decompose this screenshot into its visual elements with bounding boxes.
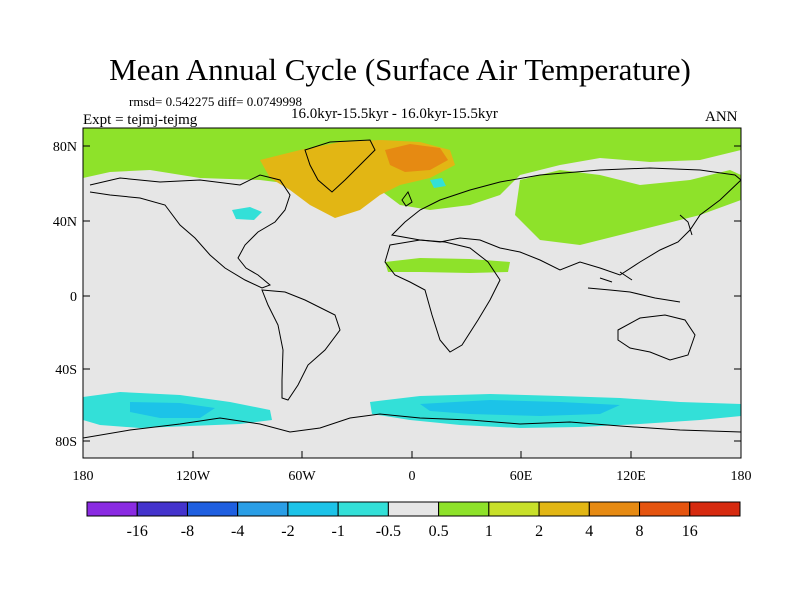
field-hotspot-warming xyxy=(385,144,448,172)
colorbar-label: 8 xyxy=(636,523,644,540)
rmsd-diff-stats: rmsd= 0.542275 diff= 0.0749998 xyxy=(129,94,302,109)
coastlines xyxy=(83,139,741,439)
lon-label: 180 xyxy=(731,469,752,484)
lat-label: 80N xyxy=(53,140,77,155)
page-title: Mean Annual Cycle (Surface Air Temperatu… xyxy=(109,52,691,87)
colorbar-box xyxy=(438,501,490,517)
lat-label: 0 xyxy=(70,290,77,305)
coast-europe-asia xyxy=(390,167,741,276)
colorbar-label: 4 xyxy=(585,523,593,540)
lon-label: 60W xyxy=(288,469,316,484)
lon-label: 180 xyxy=(73,469,94,484)
coast-south-america xyxy=(261,289,341,401)
colorbar-box xyxy=(538,501,590,517)
lon-label: 0 xyxy=(409,469,416,484)
axis-ticks xyxy=(82,145,742,458)
colorbar-label: 16 xyxy=(682,523,698,540)
anomaly-fields xyxy=(83,128,741,428)
colorbar-box xyxy=(639,501,691,517)
season-label: ANN xyxy=(705,109,738,125)
colorbar-label: -16 xyxy=(127,523,148,540)
colorbar-labels: -16 -8 -4 -2 -1 -0.5 0.5 1 2 4 8 16 xyxy=(127,523,698,540)
coast-antarctica xyxy=(83,413,741,439)
colorbar-box xyxy=(689,501,741,517)
coast-africa xyxy=(384,239,501,353)
colorbar-box xyxy=(287,501,339,517)
colorbar-box xyxy=(588,501,641,517)
lat-label: 40S xyxy=(55,363,77,378)
colorbar-label: -0.5 xyxy=(376,523,401,540)
coast-australia xyxy=(617,314,696,361)
field-sahel-warming xyxy=(385,258,510,273)
field-siberia-cooling xyxy=(430,178,446,188)
coast-uk xyxy=(401,190,413,207)
coast-indonesia xyxy=(587,271,681,303)
colorbar-box xyxy=(136,501,188,517)
experiment-label: Expt = tejmj-tejmg xyxy=(83,112,198,128)
colorbar-box xyxy=(337,501,389,517)
colorbar-box xyxy=(237,501,289,517)
coast-greenland xyxy=(304,139,376,193)
colorbar-box xyxy=(488,501,540,517)
coast-japan xyxy=(679,214,693,236)
field-asia-warming xyxy=(515,170,741,245)
colorbar-label: -8 xyxy=(181,523,194,540)
field-southern-ocean-core-east xyxy=(420,400,620,416)
field-southern-ocean-core-west xyxy=(130,402,215,418)
colorbar-box xyxy=(86,501,138,517)
lon-label: 60E xyxy=(510,469,533,484)
field-hudson-cooling xyxy=(232,207,262,220)
colorbar-label: -2 xyxy=(281,523,294,540)
lon-label: 120W xyxy=(176,469,211,484)
lon-label: 120E xyxy=(616,469,646,484)
colorbar-label: -4 xyxy=(231,523,244,540)
colorbar-label: 2 xyxy=(535,523,543,540)
colorbar-label: 1 xyxy=(485,523,493,540)
period-label: 16.0kyr-15.5kyr - 16.0kyr-15.5kyr xyxy=(291,106,498,122)
colorbar-label: -1 xyxy=(331,523,344,540)
colorbar-label: 0.5 xyxy=(429,523,449,540)
colorbar-box xyxy=(387,501,440,517)
colorbar-box xyxy=(186,501,239,517)
colorbar-boxes xyxy=(86,501,741,517)
lat-label: 80S xyxy=(55,435,77,450)
lat-label: 40N xyxy=(53,215,77,230)
coast-north-america xyxy=(89,174,291,289)
